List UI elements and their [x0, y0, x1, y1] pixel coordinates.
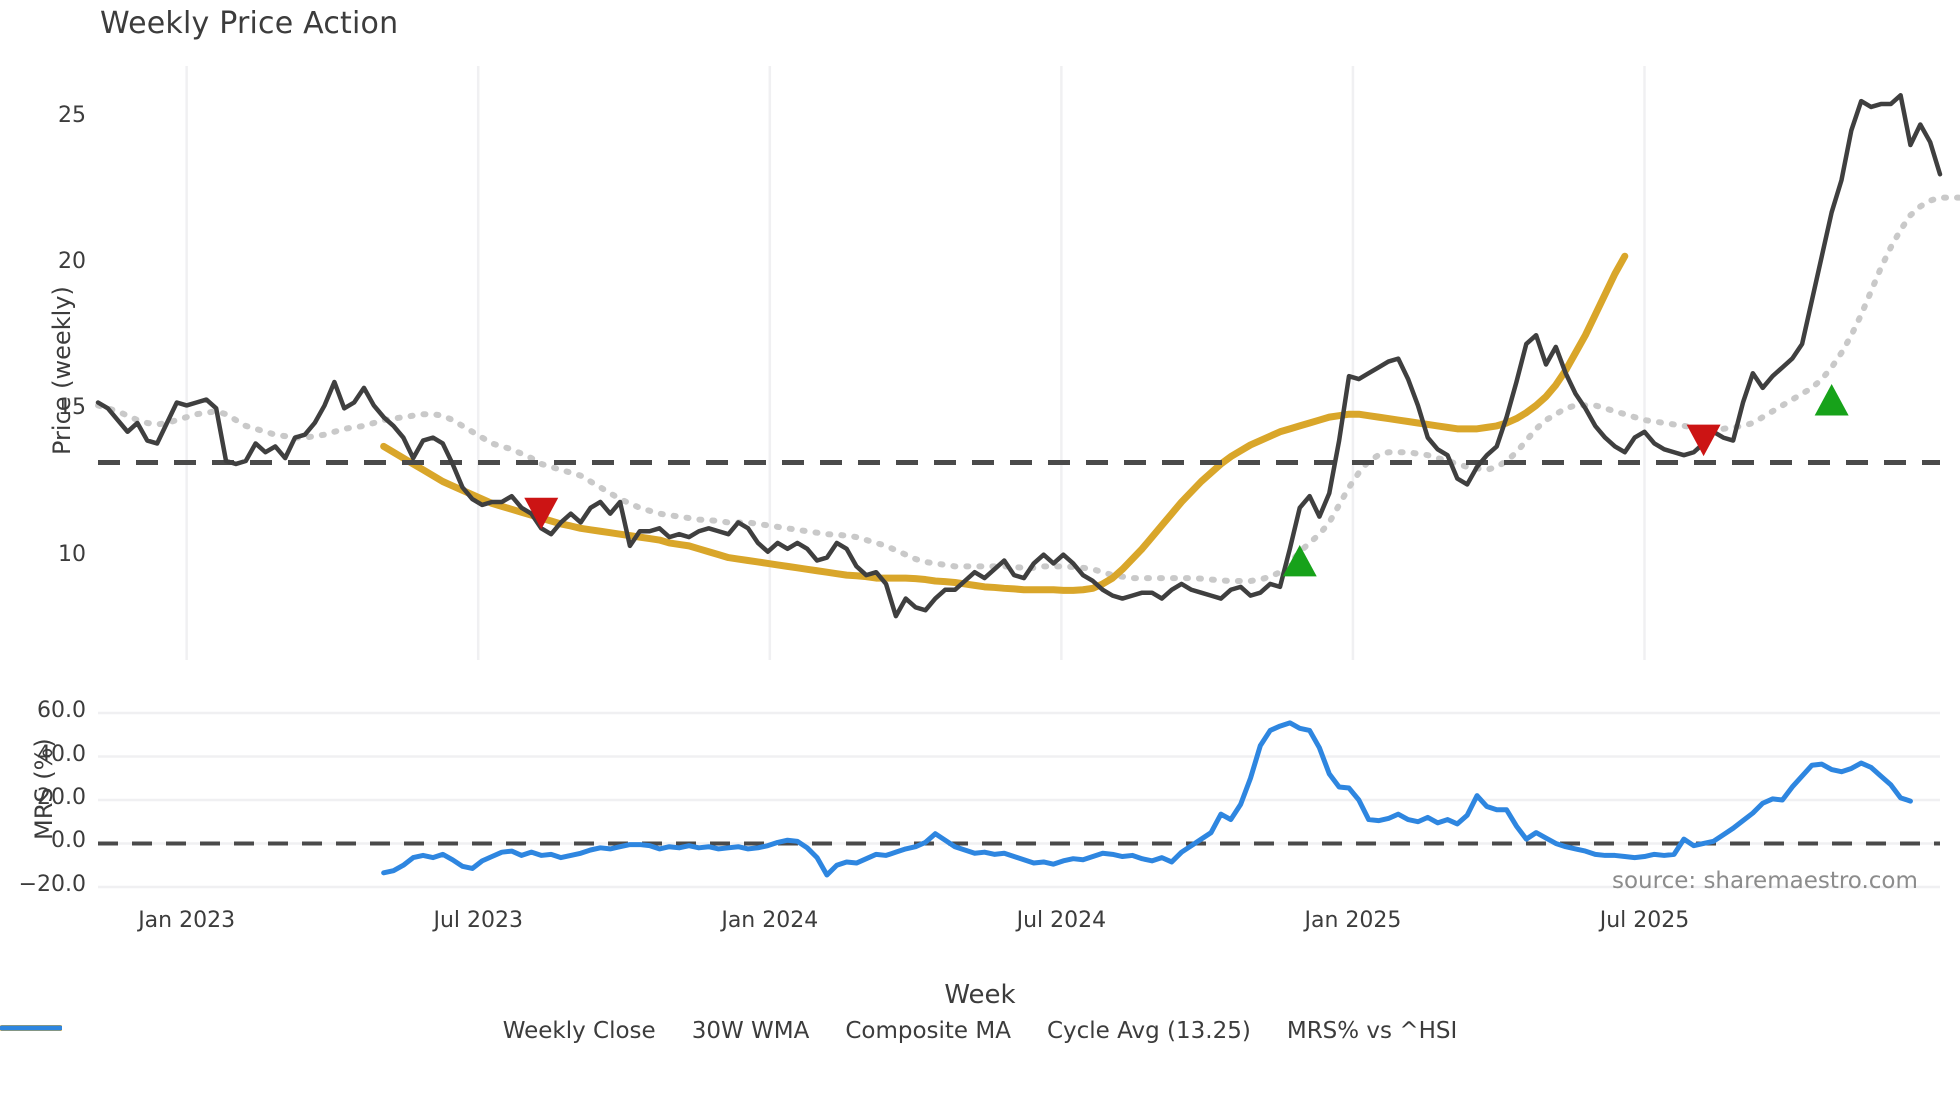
mrs-tick-label: 40.0: [37, 741, 86, 767]
x-tick-label: Jul 2024: [1016, 908, 1107, 933]
buy-signal-marker: [1814, 384, 1849, 416]
price-tick-label: 10: [58, 541, 86, 567]
x-tick-label: Jan 2023: [138, 908, 236, 933]
price-tick-label: 15: [58, 395, 86, 421]
legend-label: Composite MA: [845, 1018, 1011, 1044]
x-tick-label: Jan 2025: [1304, 908, 1402, 933]
mrs-line: [381, 720, 1913, 878]
legend-label: MRS% vs ^HSI: [1286, 1018, 1458, 1044]
legend-item-composite-ma[interactable]: Composite MA: [0, 1018, 1011, 1044]
legend-item-30w-wma[interactable]: 30W WMA: [0, 1018, 810, 1044]
x-axis-label: Week: [944, 980, 1016, 1010]
page-title: Weekly Price Action: [100, 6, 399, 41]
price-tick-label: 25: [58, 102, 86, 128]
wma-line: [380, 252, 1629, 594]
legend-item-cycle-avg-13-25[interactable]: Cycle Avg (13.25): [0, 1018, 1251, 1044]
x-tick-label: Jul 2023: [433, 908, 523, 933]
mrs-tick-label: 60.0: [37, 698, 86, 724]
price-tick-label: 20: [58, 248, 86, 274]
legend-swatch: [0, 1025, 62, 1031]
legend-item-weekly-close[interactable]: Weekly Close: [0, 1018, 656, 1044]
sell-signal-marker: [1686, 424, 1721, 457]
buy-signal-marker: [1282, 544, 1317, 577]
x-tick-label: Jan 2024: [721, 908, 819, 933]
legend-label: Cycle Avg (13.25): [1046, 1018, 1251, 1044]
mrs-tick-label: −20.0: [18, 871, 86, 897]
legend-label: 30W WMA: [691, 1018, 810, 1044]
mrs-tick-label: 20.0: [37, 785, 86, 810]
mrs-tick-label: 0.0: [51, 828, 86, 854]
legend-item-mrs-vs-hsi[interactable]: MRS% vs ^HSI: [0, 1018, 1458, 1044]
chart-legend: Weekly Close 30W WMA Composite MA Cycle Avg…: [0, 1018, 1960, 1044]
weekly-close-line: [95, 93, 1943, 619]
source-watermark: source: sharemaestro.com: [1612, 868, 1918, 894]
legend-label: Weekly Close: [502, 1018, 656, 1044]
x-tick-label: Jul 2025: [1599, 908, 1690, 933]
sell-signal-marker: [524, 497, 559, 530]
composite-ma-line: [95, 194, 1960, 584]
